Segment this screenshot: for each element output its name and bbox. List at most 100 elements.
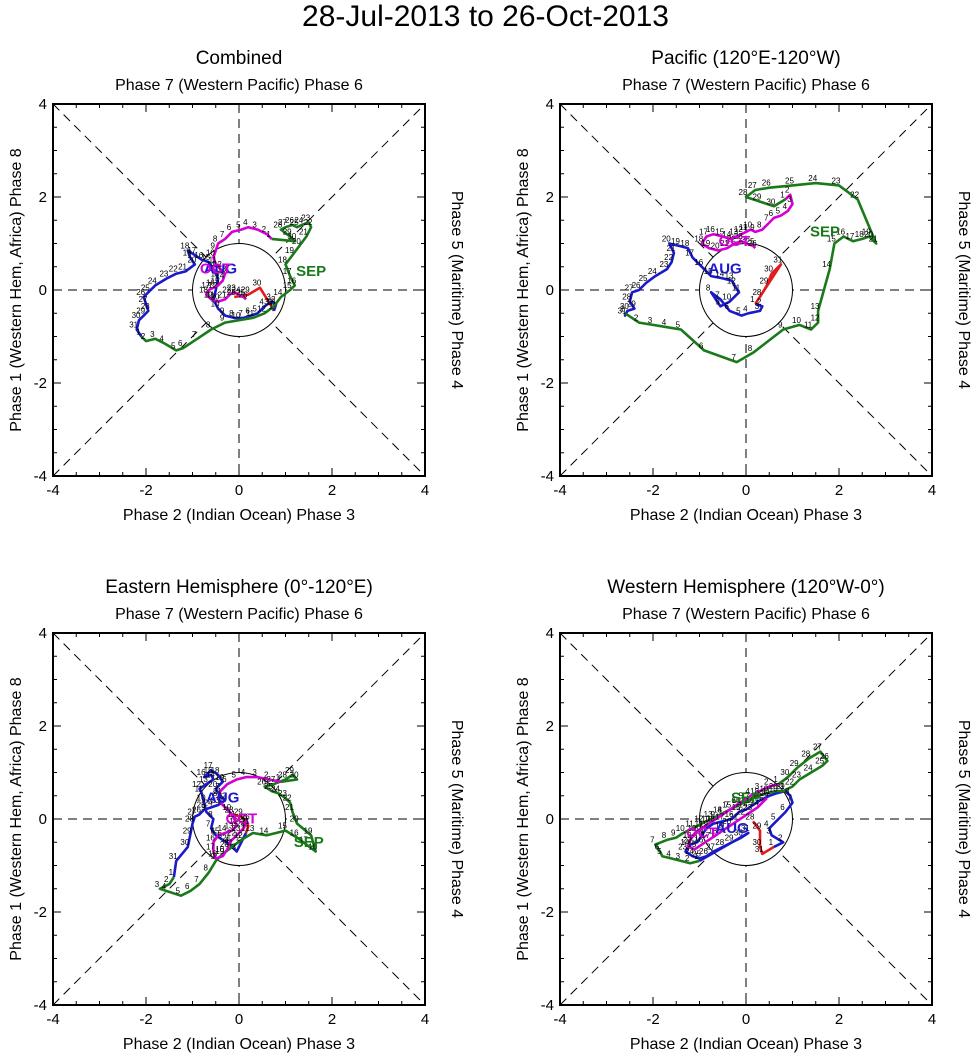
day-label: 17 (699, 228, 708, 237)
day-label: 9 (715, 297, 720, 306)
day-label: 19 (862, 228, 871, 237)
day-label: 29 (725, 833, 734, 842)
day-label: 28 (622, 293, 631, 302)
day-label: 23 (232, 824, 241, 833)
day-label: 28 (739, 188, 748, 197)
day-label: 8 (757, 221, 762, 230)
day-label: 18 (199, 286, 208, 295)
day-label: 23 (211, 796, 220, 805)
day-label: 14 (218, 824, 227, 833)
day-label: 3 (755, 782, 760, 791)
day-label: 5 (738, 791, 743, 800)
panel-title: Combined (196, 48, 283, 69)
day-label: 4 (743, 304, 748, 313)
day-label: 6 (769, 209, 774, 218)
x-tick-label: 4 (421, 1011, 429, 1028)
day-label: 28 (227, 288, 236, 297)
month-label-sep: SEP (810, 224, 840, 241)
day-label: 3 (231, 843, 236, 852)
day-label: 15 (732, 803, 741, 812)
day-label: 30 (620, 302, 629, 311)
x-tick-label: -4 (553, 1011, 566, 1028)
day-label: 20 (722, 817, 731, 826)
day-label: 10 (197, 794, 206, 803)
day-label: 24 (739, 235, 748, 244)
day-label: 30 (180, 838, 189, 847)
day-label: 24 (148, 276, 157, 285)
day-label: 4 (662, 318, 667, 327)
day-label: 18 (750, 787, 759, 796)
day-label: 9 (778, 321, 783, 330)
day-label: 26 (632, 281, 641, 290)
y-tick-label: -4 (34, 997, 47, 1014)
day-label: 14 (715, 269, 724, 278)
day-label: 24 (648, 267, 657, 276)
day-label: 26 (239, 290, 248, 299)
day-label: 3 (155, 880, 160, 889)
y-tick-label: -2 (34, 904, 47, 921)
day-label: 26 (820, 752, 829, 761)
day-label: 16 (836, 228, 845, 237)
day-label: 20 (711, 241, 720, 250)
day-label: 15 (201, 253, 210, 262)
day-label: 6 (724, 302, 729, 311)
x-tick-label: -2 (139, 482, 152, 499)
day-label: 20 (694, 826, 703, 835)
day-label: 11 (227, 810, 236, 819)
day-label: 26 (192, 805, 201, 814)
day-label: 2 (271, 295, 276, 304)
day-label: 22 (304, 218, 313, 227)
day-label: 6 (655, 843, 660, 852)
day-label: 9 (211, 852, 216, 861)
trajectory-sep (624, 181, 878, 364)
day-label: 28 (278, 770, 287, 779)
day-label: 9 (671, 829, 676, 838)
month-label-sep: SEP (296, 263, 326, 280)
x-tick-label: 2 (328, 482, 336, 499)
day-label: 23 (301, 214, 310, 223)
day-label: 15 (204, 766, 213, 775)
day-label: 27 (625, 283, 634, 292)
trajectory-sep (158, 773, 317, 897)
day-label: 15 (722, 801, 731, 810)
day-label: 25 (692, 850, 701, 859)
day-label: 1 (780, 190, 785, 199)
day-label: 15 (283, 281, 292, 290)
month-label-oct: OCT (200, 261, 232, 278)
day-label: 3 (252, 768, 257, 777)
day-label: 17 (685, 248, 694, 257)
bottom-phase-label: Phase 2 (Indian Ocean) Phase 3 (630, 1036, 862, 1053)
day-label: 29 (241, 286, 250, 295)
day-label: 31 (773, 255, 782, 264)
day-label: 16 (732, 796, 741, 805)
y-tick-label: 2 (546, 718, 554, 735)
day-label: 28 (141, 302, 150, 311)
left-phase-label: Phase 1 (Western Hem, Africa) Phase 8 (515, 148, 532, 431)
day-label: 6 (699, 341, 704, 350)
day-label: 9 (750, 223, 755, 232)
trajectory-aug (172, 768, 248, 878)
day-label: 24 (808, 174, 817, 183)
day-label: 24 (236, 819, 245, 828)
day-label: 17 (701, 831, 710, 840)
day-label: 18 (208, 850, 217, 859)
day-label: 27 (706, 843, 715, 852)
x-tick-label: -2 (139, 1011, 152, 1028)
day-label: 10 (211, 300, 220, 309)
day-label: 31 (755, 845, 764, 854)
left-phase-label: Phase 1 (Western Hem, Africa) Phase 8 (8, 677, 25, 960)
day-label: 19 (304, 826, 313, 835)
day-label: 9 (201, 803, 206, 812)
day-label: 27 (813, 743, 822, 752)
x-tick-label: 0 (235, 482, 243, 499)
day-label: 13 (746, 796, 755, 805)
day-label: 16 (706, 225, 715, 234)
day-label: 21 (776, 782, 785, 791)
day-label: 29 (752, 822, 761, 831)
day-label: 30 (287, 232, 296, 241)
day-label: 2 (164, 875, 169, 884)
